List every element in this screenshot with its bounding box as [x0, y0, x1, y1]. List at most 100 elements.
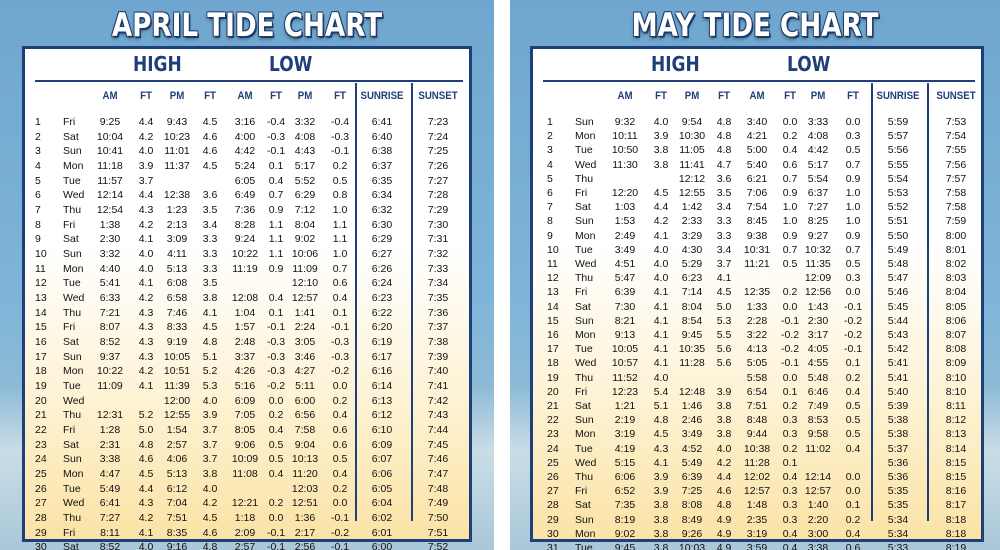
cell-day: 3 [35, 145, 41, 158]
cell-sunset: 8:02 [945, 258, 967, 270]
cell-high-pm: 8:08 [681, 499, 703, 512]
cell-sunset: 8:00 [945, 229, 967, 242]
cell-high-am: 9:32 [614, 116, 636, 128]
table-row: 13 Fri 6:39 4.1 7:14 4.5 12:35 0.2 12:56 0.0 5:46 8… [533, 285, 981, 300]
cell-sunset: 8:07 [945, 329, 967, 341]
cell-weekday: Mon [63, 365, 84, 378]
cell-day: 5 [547, 172, 553, 185]
cell-high-am-ft: 4.0 [653, 116, 669, 128]
cell-sunset: 7:41 [427, 380, 449, 393]
cell-low-pm: 3:17 [807, 329, 829, 341]
cell-high-am-ft: 4.4 [653, 201, 669, 214]
cell-sunset: 7:48 [427, 482, 449, 495]
table-row: 11 Mon 4:40 4.0 5:13 3.3 11:19 0.9 11:09 0.7 6:26 7… [25, 262, 469, 277]
cell-high-am-ft: 4.3 [138, 350, 154, 363]
cell-low-am: 12:08 [231, 292, 259, 305]
cell-low-pm: 1:41 [294, 306, 316, 319]
cell-day: 30 [35, 541, 47, 550]
cell-weekday: Thu [63, 204, 82, 217]
cell-sunrise: 6:30 [371, 218, 393, 231]
cell-low-pm: 3:05 [294, 336, 316, 349]
cell-high-pm: 12:38 [163, 189, 191, 202]
cell-low-pm-ft: 0.5 [845, 258, 861, 270]
cell-sunrise: 6:16 [371, 365, 393, 378]
cell-low-pm: 12:51 [291, 497, 319, 510]
cell-high-am: 1:28 [99, 424, 121, 437]
cell-weekday: Thu [575, 172, 594, 185]
cell-low-am: 12:35 [743, 286, 771, 299]
cell-high-am: 8:07 [99, 321, 121, 334]
cell-weekday: Tue [575, 343, 593, 356]
cell-high-pm: 3:09 [166, 233, 188, 246]
cell-high-pm-ft: 3.7 [716, 258, 732, 270]
cell-high-am-ft: 4.0 [138, 248, 154, 261]
cell-low-am-ft: 0.2 [782, 286, 798, 299]
cell-day: 27 [547, 485, 559, 498]
cell-sunrise: 5:39 [887, 400, 909, 412]
cell-day: 23 [547, 428, 559, 441]
cell-low-pm: 12:10 [291, 277, 319, 290]
cell-sunrise: 6:38 [371, 145, 393, 158]
cell-weekday: Wed [63, 497, 85, 510]
cell-low-pm-ft: -0.1 [330, 512, 350, 525]
cell-low-am-ft: -0.4 [266, 116, 286, 128]
cell-low-pm-ft: 0.5 [845, 428, 861, 441]
table-row: 18 Wed 10:57 4.1 11:28 5.6 5:05 -0.1 4:55 0.1 5:41… [533, 356, 981, 371]
cell-high-am: 2:49 [614, 229, 636, 242]
cell-low-am-ft: 1.1 [268, 233, 284, 246]
cell-weekday: Tue [575, 442, 593, 455]
cell-low-pm: 8:25 [807, 215, 829, 228]
cell-high-pm: 10:05 [163, 350, 191, 363]
cell-high-am: 3:38 [99, 453, 121, 466]
cell-low-pm: 6:56 [294, 409, 316, 422]
table-row: 31 Tue 9:45 3.8 10:03 4.9 3:59 0.4 3:38 0.6 5:33 8:… [533, 541, 981, 550]
may-col-header-pm: PM [684, 90, 700, 102]
cell-low-am-ft: 1.0 [782, 215, 798, 228]
cell-day: 12 [547, 272, 559, 285]
cell-sunrise: 6:02 [371, 512, 393, 525]
cell-high-am: 8:52 [99, 541, 121, 550]
cell-high-pm-ft: 4.5 [202, 512, 218, 525]
cell-high-am: 5:41 [99, 277, 121, 290]
cell-sunrise: 5:44 [887, 314, 909, 327]
cell-high-pm-ft: 5.1 [202, 350, 218, 363]
cell-sunset: 7:29 [427, 204, 449, 217]
cell-low-pm-ft: 1.0 [845, 201, 861, 214]
cell-low-pm: 4:55 [807, 357, 829, 370]
cell-high-pm-ft: 4.1 [202, 306, 218, 319]
cell-sunset: 7:56 [945, 158, 967, 171]
cell-weekday: Tue [63, 174, 81, 187]
cell-low-pm-ft: 0.4 [332, 468, 348, 481]
cell-sunset: 8:18 [945, 513, 967, 526]
cell-weekday: Wed [575, 258, 597, 270]
cell-day: 2 [35, 130, 41, 143]
cell-low-am: 4:13 [746, 343, 768, 356]
cell-sunset: 7:58 [945, 187, 967, 199]
cell-sunset: 7:40 [427, 365, 449, 378]
cell-high-am: 11:30 [612, 158, 638, 171]
cell-high-am: 6:33 [99, 292, 121, 305]
table-row: 25 Mon 4:47 4.5 5:13 3.8 11:08 0.4 11:20 0.4 6:06 7… [25, 467, 469, 482]
cell-high-am-ft: 4.2 [138, 130, 154, 143]
cell-low-am: 1:57 [234, 321, 256, 334]
cell-high-am-ft: 4.5 [138, 468, 154, 481]
cell-weekday: Mon [575, 428, 596, 441]
cell-sunrise: 5:34 [887, 513, 909, 526]
april-col-header-sunset: SUNSET [418, 90, 458, 102]
cell-sunset: 7:45 [427, 438, 449, 451]
cell-sunset: 7:58 [945, 201, 967, 214]
cell-high-am-ft: 3.7 [138, 174, 154, 187]
cell-high-am: 8:52 [99, 336, 121, 349]
cell-low-pm: 5:48 [807, 371, 829, 384]
cell-sunset: 8:12 [945, 414, 967, 427]
cell-weekday: Mon [63, 262, 84, 275]
cell-sunrise: 5:36 [887, 471, 909, 483]
cell-sunset: 7:52 [427, 541, 449, 550]
april-high-label: HIGH [133, 52, 182, 76]
table-row: 21 Thu 12:31 5.2 12:55 3.9 7:05 0.2 6:56 0.4 6:12 7… [25, 408, 469, 423]
table-row: 29 Sun 8:19 3.8 8:49 4.9 2:35 0.3 2:20 0.2 5:34 8:1… [533, 513, 981, 528]
cell-high-pm: 7:04 [166, 497, 188, 510]
cell-weekday: Wed [575, 158, 597, 171]
cell-sunset: 7:43 [427, 409, 449, 422]
cell-sunrise: 5:47 [887, 272, 909, 285]
